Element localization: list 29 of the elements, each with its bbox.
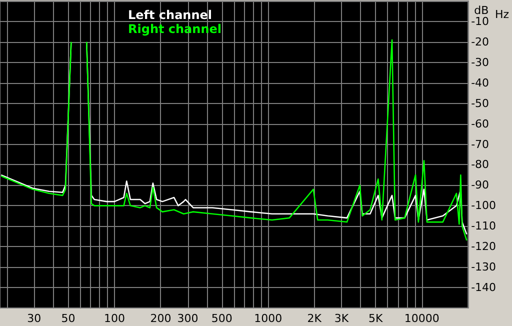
x-axis-title: Hz — [494, 8, 510, 21]
x-tick-label: 5K — [368, 312, 384, 325]
x-tick-label: 1000 — [254, 312, 282, 325]
text: Right channel — [128, 22, 222, 36]
y-tick-label: -130 — [471, 260, 496, 274]
y-tick-label: -10 — [471, 14, 490, 28]
y-tick-label: -60 — [471, 117, 490, 130]
y-tick-label: -110 — [471, 220, 496, 233]
y-axis-title: dB — [474, 4, 489, 18]
y-tick-label: -140 — [471, 281, 496, 294]
x-tick-label: 500 — [211, 312, 232, 325]
y-tick-label: -90 — [471, 178, 490, 192]
y-tick-label: -20 — [471, 35, 490, 48]
x-tick-label: 30 — [27, 312, 42, 325]
y-tick-label: -70 — [471, 138, 490, 151]
x-tick-label: 50 — [61, 312, 76, 325]
x-tick-label: 200 — [150, 312, 172, 325]
x-tick-label: 100 — [104, 312, 125, 325]
y-tick-label: -100 — [471, 199, 496, 212]
x-tick-label: 2K — [307, 312, 322, 325]
y-tick-label: -30 — [471, 56, 490, 69]
y-tick-label: -40 — [471, 76, 490, 90]
y-tick-label: -120 — [471, 240, 496, 254]
x-tick-label: 10000 — [404, 312, 440, 325]
x-tick-label: 3K — [334, 312, 350, 325]
y-tick-label: -50 — [471, 96, 490, 110]
y-tick-label: -80 — [471, 158, 490, 172]
x-tick-label: 300 — [177, 312, 198, 325]
text: Left channel — [128, 8, 212, 22]
